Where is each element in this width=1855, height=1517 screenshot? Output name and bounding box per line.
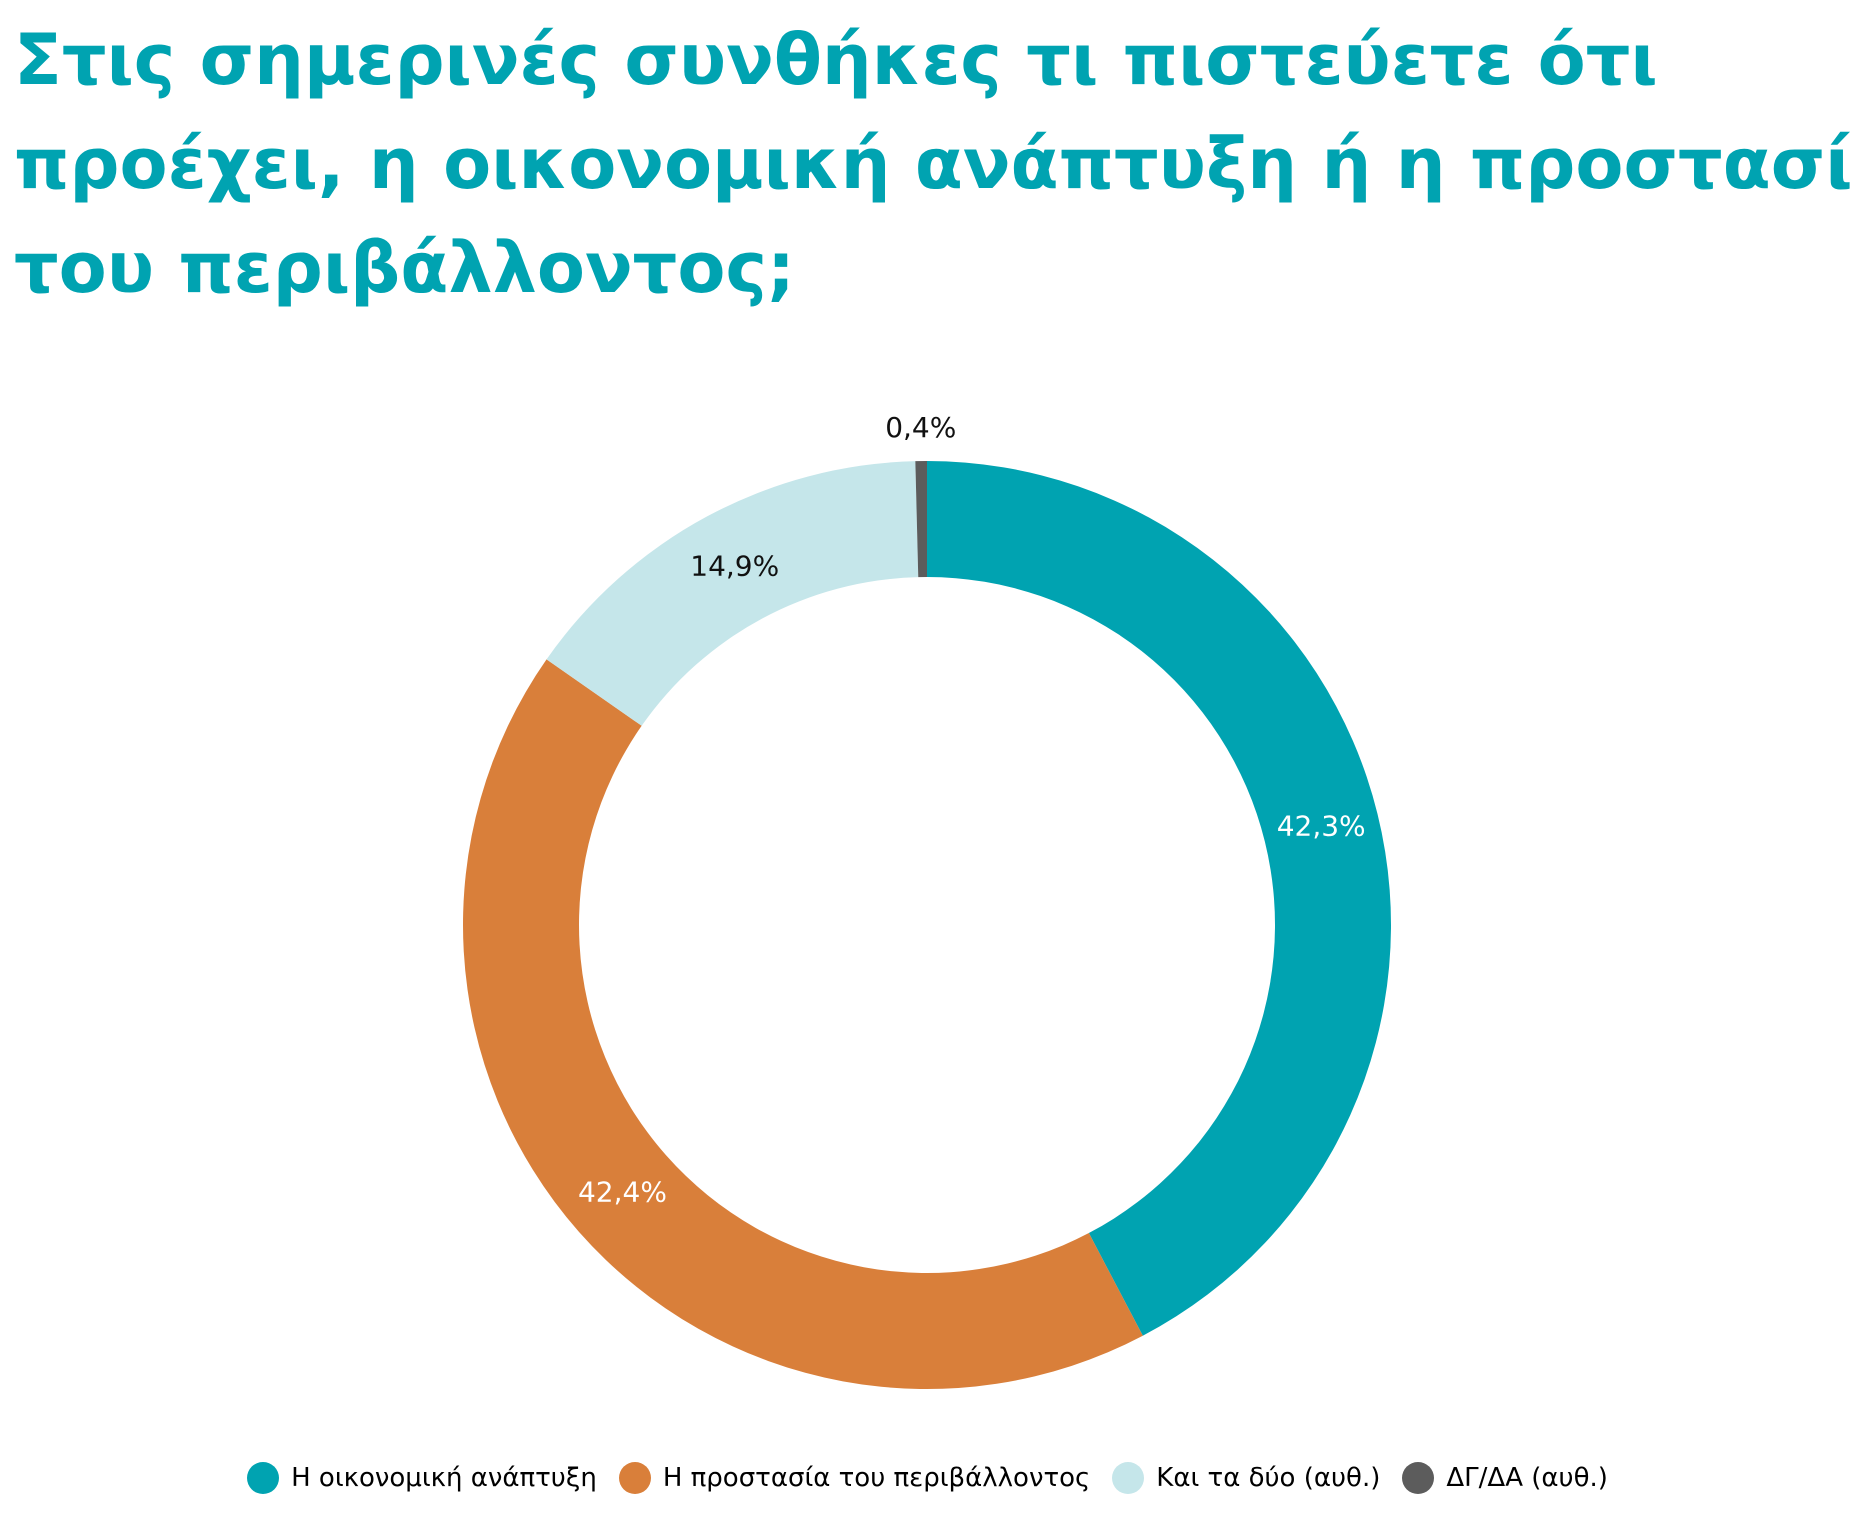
slice-value-label: 14,9% — [690, 549, 779, 582]
legend-label: ΔΓ/ΔΑ (αυθ.) — [1446, 1463, 1608, 1493]
legend-label: Η οικονομική ανάπτυξη — [291, 1463, 597, 1493]
legend-swatch — [1112, 1462, 1145, 1494]
legend-label: Και τα δύο (αυθ.) — [1156, 1463, 1381, 1493]
legend-swatch — [247, 1462, 280, 1494]
slice-value-label: 42,4% — [578, 1175, 667, 1208]
donut-slice — [462, 659, 1143, 1389]
legend-item: Η οικονομική ανάπτυξη — [247, 1462, 597, 1494]
legend-item: Η προστασία του περιβάλλοντος — [618, 1462, 1091, 1494]
donut-slice — [546, 461, 919, 726]
legend-swatch — [1402, 1462, 1435, 1494]
slice-value-label: 0,4% — [885, 411, 956, 444]
donut-slice — [915, 461, 927, 578]
chart-legend: Η οικονομική ανάπτυξη Η προστασία του πε… — [0, 1462, 1855, 1494]
donut-slice — [927, 461, 1391, 1336]
legend-label: Η προστασία του περιβάλλοντος — [662, 1463, 1091, 1493]
slice-value-label: 42,3% — [1277, 810, 1366, 843]
legend-swatch — [618, 1462, 651, 1494]
chart-title-line: Στις σημερινές συνθήκες τι πιστεύετε ότι — [14, 19, 1658, 101]
legend-item: ΔΓ/ΔΑ (αυθ.) — [1402, 1462, 1608, 1494]
chart-title-line: προέχει, η οικονομική ανάπτυξη ή η προστ… — [14, 123, 1855, 205]
chart-title-line: του περιβάλλοντος; — [14, 227, 795, 309]
legend-item: Και τα δύο (αυθ.) — [1112, 1462, 1380, 1494]
chart-title: Στις σημερινές συνθήκες τι πιστεύετε ότι… — [14, 8, 1855, 320]
